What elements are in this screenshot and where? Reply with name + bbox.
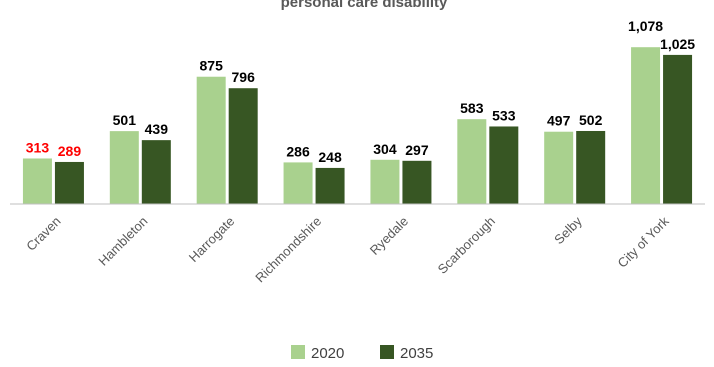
x-tick-label-7: City of York <box>615 213 672 270</box>
bar-2020-1 <box>109 131 139 204</box>
legend-swatch-2035 <box>380 345 394 359</box>
x-tick-label-6: Selby <box>551 213 585 247</box>
data-label-2035-3: 248 <box>318 149 342 165</box>
x-tick-label-4: Ryedale <box>367 214 411 258</box>
bar-2035-5 <box>489 126 519 204</box>
legend-label-2035: 2035 <box>400 345 433 362</box>
data-label-2020-1: 501 <box>113 112 137 128</box>
data-label-2035-7: 1,025 <box>660 36 695 52</box>
chart-title: personal care disability <box>281 0 448 11</box>
bar-2035-2 <box>228 88 258 204</box>
data-label-2020-5: 583 <box>460 100 484 116</box>
data-label-2020-2: 875 <box>200 58 224 74</box>
data-label-2020-3: 286 <box>286 143 310 159</box>
bar-2020-0 <box>22 158 52 204</box>
data-labels-group: 313 289 501 439 875 796 286 248 304 297 583 533 497 5… <box>26 18 696 165</box>
x-tick-label-5: Scarborough <box>435 214 498 277</box>
x-tick-labels-group: Craven Hambleton Harrogate Richmondshire Rye… <box>23 213 672 285</box>
data-label-2035-0: 289 <box>58 143 82 159</box>
bar-2035-6 <box>576 130 606 204</box>
bar-2035-7 <box>663 54 693 205</box>
data-label-2035-1: 439 <box>145 121 169 137</box>
x-tick-label-0: Craven <box>23 214 63 254</box>
bar-2020-6 <box>544 131 574 204</box>
bar-2020-3 <box>283 162 313 204</box>
bar-2035-1 <box>141 140 171 204</box>
data-label-2035-2: 796 <box>232 69 256 85</box>
data-label-2035-5: 533 <box>492 107 516 123</box>
data-label-2020-7: 1,078 <box>628 18 663 34</box>
data-label-2020-4: 304 <box>373 141 397 157</box>
x-tick-label-3: Richmondshire <box>252 214 324 286</box>
legend-swatch-2020 <box>291 345 305 359</box>
legend-label-2020: 2020 <box>311 345 344 362</box>
bar-2035-4 <box>402 160 432 204</box>
bar-2020-7 <box>631 47 661 205</box>
data-label-2020-0: 313 <box>26 139 50 155</box>
legend: 2020 2035 <box>291 345 433 362</box>
bar-2020-2 <box>196 76 226 204</box>
bar-2020-5 <box>457 119 487 204</box>
bar-2035-3 <box>315 167 345 204</box>
bar-2035-0 <box>54 161 84 204</box>
x-tick-label-2: Harrogate <box>186 214 237 265</box>
x-tick-label-1: Hambleton <box>95 214 150 269</box>
bar-2020-4 <box>370 159 400 204</box>
bars-group <box>22 47 693 205</box>
data-label-2035-6: 502 <box>579 112 603 128</box>
data-label-2035-4: 297 <box>405 142 429 158</box>
data-label-2020-6: 497 <box>547 113 571 129</box>
